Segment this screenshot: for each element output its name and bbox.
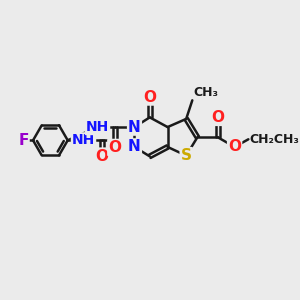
- Text: CH₂CH₃: CH₂CH₃: [250, 133, 299, 146]
- Text: NH: NH: [86, 120, 109, 134]
- Text: N: N: [128, 140, 141, 154]
- Text: N: N: [128, 120, 141, 135]
- Text: O: O: [108, 140, 121, 155]
- Text: CH₃: CH₃: [194, 86, 219, 99]
- Text: O: O: [211, 110, 224, 125]
- Text: O: O: [95, 148, 108, 164]
- Text: F: F: [18, 133, 28, 148]
- Text: O: O: [143, 89, 156, 104]
- Text: S: S: [181, 148, 192, 163]
- Text: NH: NH: [72, 133, 95, 147]
- Text: O: O: [228, 140, 241, 154]
